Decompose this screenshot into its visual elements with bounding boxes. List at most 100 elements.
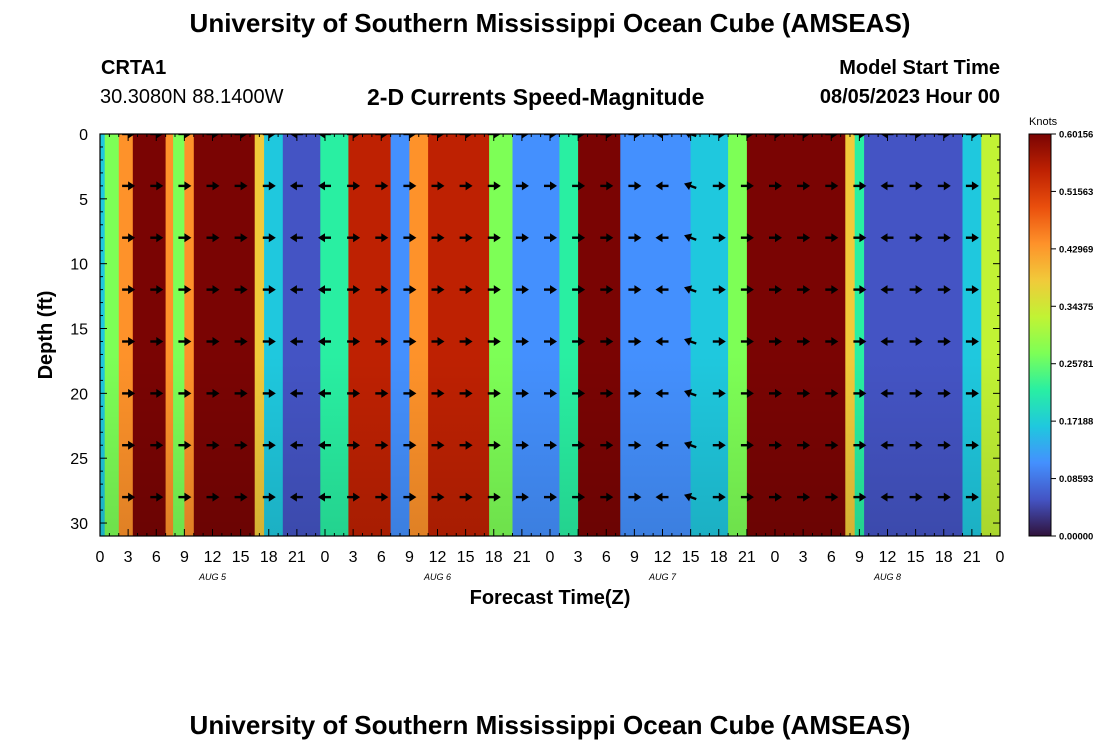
x-tick-label: 12 — [429, 549, 447, 566]
current-vector-arrow — [628, 285, 642, 295]
current-vector-arrow — [712, 337, 726, 346]
colorbar-tick-label: 0.25781 — [1059, 359, 1094, 370]
current-vector-arrow — [234, 337, 248, 346]
current-vector-arrow — [375, 233, 389, 243]
model-start-label: Model Start Time — [839, 57, 1000, 79]
current-vector-arrow — [684, 285, 697, 294]
current-vector-arrow — [769, 285, 782, 295]
current-vector-arrow — [403, 181, 417, 191]
colorbar-tick-label: 0.17188 — [1059, 417, 1093, 428]
current-vector-arrow — [769, 388, 782, 398]
current-vector-arrow — [880, 492, 894, 502]
current-vector-arrow — [289, 134, 303, 139]
current-vector-arrow — [572, 233, 586, 243]
current-vector-arrow — [403, 337, 417, 346]
x-tick-label: 3 — [349, 549, 358, 566]
current-vector-arrow — [347, 233, 361, 243]
current-vector-arrow — [769, 134, 782, 139]
current-vector-arrow — [600, 134, 614, 139]
current-vector-arrow — [459, 285, 473, 295]
current-vector-arrow — [262, 440, 276, 450]
current-vector-arrow — [459, 337, 473, 346]
current-vector-arrow — [206, 337, 220, 346]
current-vector-arrow — [347, 134, 361, 139]
current-vector-arrow — [289, 388, 303, 398]
current-vector-arrow — [825, 388, 839, 398]
current-vector-arrow — [262, 285, 276, 295]
current-vector-arrow — [122, 181, 136, 191]
current-vector-arrow — [628, 492, 642, 502]
current-vector-arrow — [909, 285, 923, 295]
current-vector-arrow — [544, 181, 557, 191]
current-vector-arrow — [150, 233, 164, 243]
current-vector-arrow — [909, 440, 923, 450]
current-vector-arrow — [572, 285, 586, 295]
current-vector-arrow — [234, 233, 248, 243]
current-vector-arrow — [178, 181, 192, 191]
current-vector-arrow — [122, 285, 136, 295]
current-vector-arrow — [572, 492, 586, 502]
current-vector-arrow — [740, 233, 754, 243]
colorbar — [1028, 133, 1052, 537]
x-tick-label: 6 — [602, 549, 611, 566]
current-vector-arrow — [431, 337, 445, 346]
current-vector-arrow — [655, 181, 669, 191]
current-vector-arrow — [122, 388, 136, 398]
current-vector-arrow — [684, 440, 697, 450]
current-vector-arrow — [712, 285, 726, 295]
current-vector-arrow — [937, 181, 951, 191]
colorbar-ticks: 0.60156 0.51563 0.42969 0.34375 0.25781 0.171… — [1051, 130, 1094, 543]
current-vector-arrow — [318, 181, 331, 191]
current-vector-arrow — [459, 492, 473, 502]
current-vector-arrow — [515, 181, 529, 191]
current-vector-arrow — [487, 233, 501, 243]
current-vector-arrow — [880, 337, 894, 346]
current-vector-arrow — [853, 181, 867, 191]
current-vector-arrow — [937, 134, 951, 139]
colorbar-tick-label: 0.60156 — [1059, 130, 1093, 141]
current-vector-arrow — [797, 285, 811, 295]
current-vector-arrow — [347, 285, 361, 295]
current-vector-arrow — [937, 233, 951, 243]
current-vector-arrow — [600, 388, 614, 398]
current-vector-arrow — [544, 440, 557, 450]
current-vector-arrow — [769, 233, 782, 243]
colorbar-tick-label: 0.51563 — [1059, 187, 1093, 198]
y-axis: 0 5 10 15 20 25 30 — [70, 127, 1000, 537]
current-vector-arrow — [487, 388, 501, 398]
x-tick-label: 12 — [654, 549, 672, 566]
current-vector-arrow — [234, 440, 248, 450]
x-tick-label: 15 — [907, 549, 925, 566]
current-vector-arrow — [880, 233, 894, 243]
current-vector-arrow — [684, 389, 697, 398]
current-vector-arrow — [684, 134, 697, 139]
current-vector-arrow — [515, 285, 529, 295]
current-vector-arrow — [262, 388, 276, 398]
current-vector-arrow — [965, 337, 979, 346]
current-vector-arrow — [937, 337, 951, 346]
current-vector-arrow — [740, 181, 754, 191]
current-vector-arrow — [347, 388, 361, 398]
x-tick-label: 3 — [799, 549, 808, 566]
current-vector-arrow — [655, 337, 669, 346]
current-vector-arrow — [628, 388, 642, 398]
current-vector-arrow — [628, 134, 642, 139]
current-vector-arrow — [909, 388, 923, 398]
x-tick-label: 18 — [260, 549, 278, 566]
current-vector-arrow — [572, 337, 586, 346]
current-vector-arrow — [712, 388, 726, 398]
colorbar-tick-label: 0.00000 — [1059, 532, 1093, 543]
current-vector-arrow — [853, 492, 867, 502]
x-tick-label: 0 — [771, 549, 780, 566]
current-vector-arrow — [965, 388, 979, 398]
current-vector-arrow — [769, 337, 782, 346]
current-vectors — [122, 134, 979, 502]
x-tick-label: 18 — [710, 549, 728, 566]
current-vector-arrow — [853, 440, 867, 450]
current-vector-arrow — [318, 285, 331, 295]
x-tick-label: 9 — [180, 549, 189, 566]
current-vector-arrow — [487, 134, 501, 139]
current-vector-arrow — [937, 388, 951, 398]
current-vector-arrow — [797, 337, 811, 346]
